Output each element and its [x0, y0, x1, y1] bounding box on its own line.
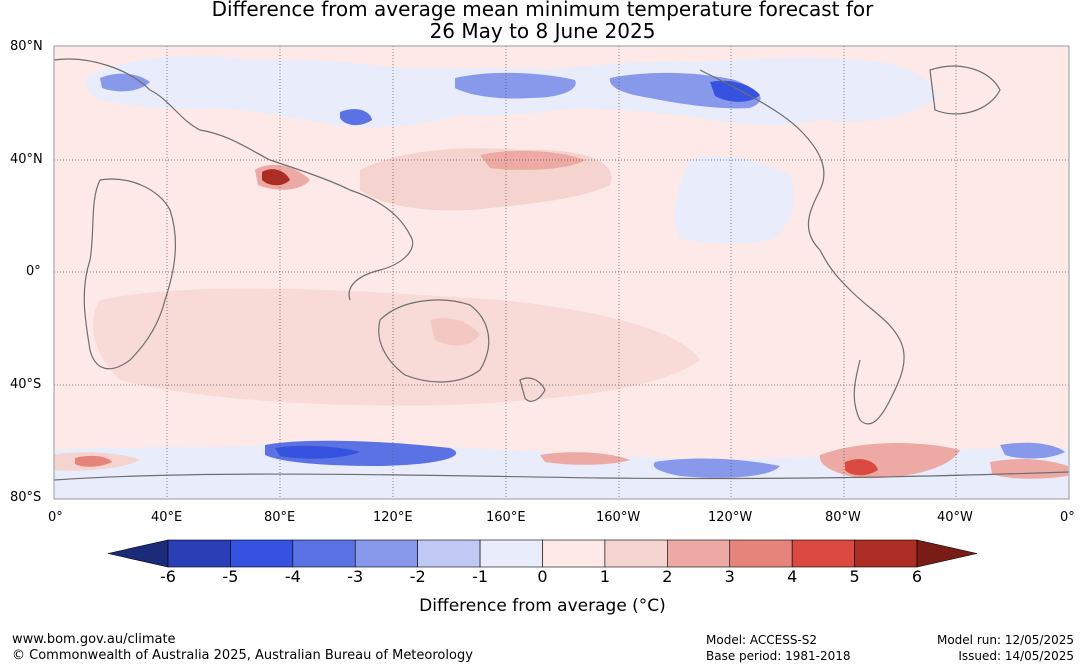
cool-peak-alaska [710, 80, 760, 102]
gridlines [54, 46, 1069, 499]
map-frame [53, 45, 1070, 500]
lon-label-120e: 120°E [373, 510, 413, 525]
map-title-line-2: 26 May to 8 June 2025 [429, 19, 656, 43]
coastline-eurasia [54, 58, 414, 301]
colorbar-segment [417, 539, 481, 568]
colorbar-tick-label: -2 [409, 567, 426, 586]
colorbar-tick-label: 3 [724, 567, 735, 586]
map-background [54, 46, 1069, 499]
colorbar-segment [854, 539, 918, 568]
warm-peak-himalaya [262, 169, 290, 186]
colorbar-segment [604, 539, 668, 568]
colorbar-segment [791, 539, 855, 568]
lon-label-40w: 40°W [937, 510, 973, 525]
colorbar-arrow-low [107, 539, 169, 568]
colorbar-tick-label: 0 [537, 567, 548, 586]
cool-peak-antarctic [275, 445, 360, 459]
lat-label-40n: 40°N [10, 152, 43, 167]
lon-label-80w: 80°W [825, 510, 861, 525]
coastline-antarctica [54, 471, 1069, 481]
colorbar-tick-label: -5 [222, 567, 239, 586]
coastline-greenland [929, 65, 1001, 115]
footer-model-run: Model run: 12/05/2025 [936, 633, 1074, 647]
cool-region-pacific [674, 155, 794, 244]
lon-label-0: 0° [48, 510, 63, 525]
colorbar-arrow-high [916, 539, 978, 568]
lon-label-0-east: 0° [1060, 510, 1075, 525]
colorbar-tick-label: -3 [347, 567, 364, 586]
warm-region-southern [93, 288, 701, 406]
coastline-africa [83, 178, 177, 370]
colorbar-segment [729, 539, 793, 568]
footer-issued: Issued: 14/05/2025 [958, 649, 1074, 663]
colorbar-tick-label: 6 [911, 567, 923, 586]
cool-core-south-pacific [653, 458, 780, 478]
colorbar-tick-label: -4 [284, 567, 301, 586]
colorbar-tick-label: -6 [160, 567, 176, 586]
lon-label-160e: 160°E [486, 510, 526, 525]
coastlines [54, 58, 1069, 481]
footer-base-period: Base period: 1981-2018 [706, 649, 851, 663]
lat-label-0: 0° [26, 264, 41, 279]
warm-core-south-pacific [540, 452, 630, 465]
warm-core-south-atlantic [75, 455, 112, 467]
colorbar-segment [667, 539, 731, 568]
cool-core-siberia [455, 72, 576, 99]
coastline-new-zealand [519, 377, 546, 402]
map-fill [54, 46, 1069, 499]
warm-core-drake [845, 459, 878, 476]
colorbar-segment [167, 539, 231, 568]
cool-core-scandinavia [100, 73, 150, 92]
colorbar-label: Difference from average (°C) [419, 596, 666, 616]
colorbar-tick-label: 4 [787, 567, 798, 586]
colorbar-tick-label: 5 [849, 567, 860, 586]
lat-label-80s: 80°S [10, 490, 42, 505]
warm-core-north-pacific [480, 150, 585, 170]
colorbar-segment [354, 539, 418, 568]
map-title-line-1: Difference from average mean minimum tem… [211, 0, 874, 21]
cool-core-central-asia [340, 109, 372, 126]
colorbar-tick-label: 1 [599, 567, 610, 586]
footer-website: www.bom.gov.au/climate [12, 632, 176, 647]
colorbar-segment [479, 539, 543, 568]
lon-label-120w: 120°W [708, 510, 753, 525]
colorbar-segment [542, 539, 606, 568]
colorbar-segment [292, 539, 356, 568]
lon-label-160w: 160°W [596, 510, 641, 525]
lat-label-80n: 80°N [10, 39, 43, 54]
footer-copyright: © Commonwealth of Australia 2025, Austra… [12, 648, 473, 663]
footer-model: Model: ACCESS-S2 [706, 633, 818, 647]
colorbar-segment [230, 539, 294, 568]
colorbar-tick-label: -1 [472, 567, 489, 586]
coastline-americas [699, 69, 905, 425]
colorbar-tick-label: 2 [662, 567, 673, 586]
coastline-australia [378, 299, 490, 383]
cool-core-weddell [1000, 442, 1065, 459]
lat-label-40s: 40°S [10, 377, 42, 392]
lon-label-40e: 40°E [151, 510, 183, 525]
lon-label-80e: 80°E [264, 510, 296, 525]
